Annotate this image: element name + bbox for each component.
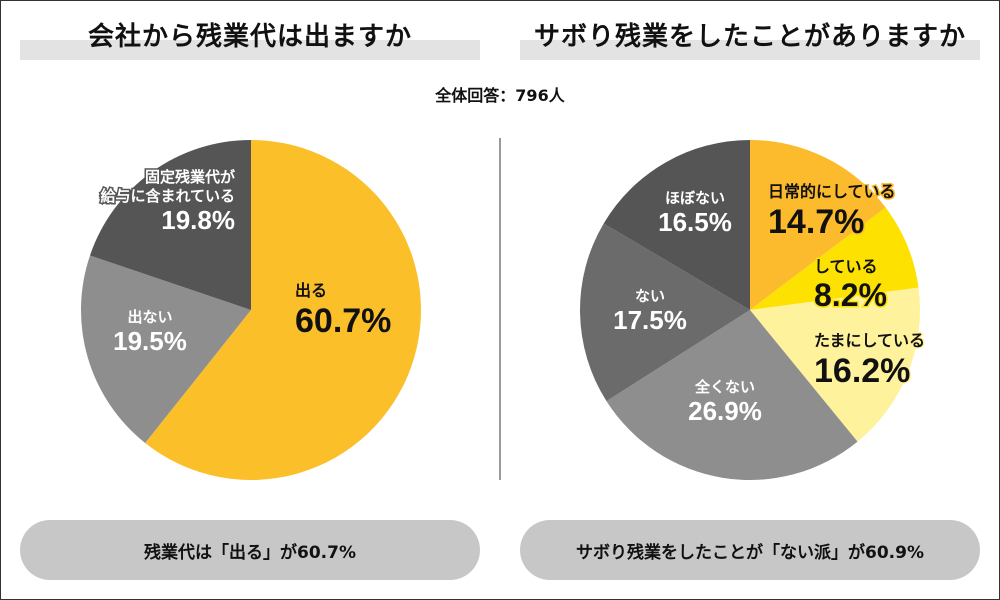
center-divider [499,138,501,480]
pie-slice-3 [89,140,251,310]
slice-value-label: 16.5% [658,207,732,237]
pie-slice-1 [145,140,421,480]
pie-slice-6 [603,140,750,310]
left-chart-title: 会社から残業代は出ますか [87,22,412,52]
slice-category-label: 固定残業代が [145,168,236,186]
pie-slice-4 [606,310,858,481]
right-summary-text: サボり残業をしたことが「ない派」が60.9% [576,542,924,563]
slice-value-label: 19.5% [113,326,187,356]
slice-label-3: たまにしている 16.2% [813,330,927,392]
pie-slice-2 [80,255,251,444]
slice-value-label: 60.7% [295,302,391,340]
slice-value-label: 14.7% [768,203,864,241]
slice-category-label: ない [635,287,665,305]
slice-value-label: 16.2% [814,352,910,390]
slice-category-label: 出る [295,281,327,300]
left-summary-text: 残業代は「出る」が60.7% [144,542,356,563]
pie-slice-1 [750,140,886,310]
slice-value-label: 17.5% [613,305,687,335]
total-respondents: 全体回答：796人 [435,86,565,105]
left-title-band [20,40,480,60]
pie-slice-5 [579,223,750,402]
slice-category-label: している [814,257,878,276]
slice-category-label: 給与に含まれている [100,187,235,205]
slice-value-label: 26.9% [688,396,762,426]
right-chart-title: サボり残業をしたことがありますか [533,22,966,52]
slice-label-1: 日常的にしている 14.7% [767,181,898,243]
pie-slice-3 [750,287,920,442]
slice-category-label: 出ない [127,308,172,326]
slice-category-label: ほぼない [665,189,725,207]
left-summary-pill: 残業代は「出る」が60.7% [20,520,480,580]
right-summary-pill: サボり残業をしたことが「ない派」が60.9% [520,520,980,580]
right-title-block: サボり残業をしたことがありますか [520,14,980,64]
slice-category-label: 日常的にしている [768,182,896,201]
pie-slice-2 [750,207,919,310]
slice-category-label: たまにしている [814,331,925,350]
slice-value-label: 8.2% [814,277,887,313]
slice-label-1: 出る 60.7% [294,280,393,342]
left-title-block: 会社から残業代は出ますか [20,14,480,64]
slice-category-label: 全くない [694,378,755,396]
slice-value-label: 19.8% [161,205,235,235]
right-title-band [520,40,980,60]
